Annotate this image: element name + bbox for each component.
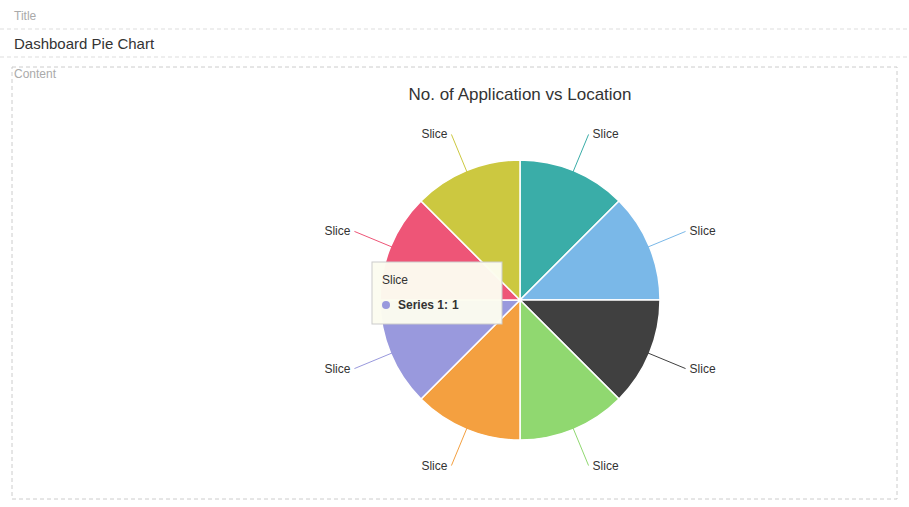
label-connector (354, 351, 397, 369)
chart-title: No. of Application vs Location (408, 85, 631, 104)
label-connector (451, 134, 469, 177)
tooltip-series: Series 1: (398, 298, 448, 312)
section-label: Title (14, 9, 37, 23)
slice-label: Slice (324, 224, 350, 238)
tooltip-value: 1 (452, 298, 459, 312)
tooltip-marker (382, 301, 390, 309)
section-label: Content (14, 67, 57, 81)
tooltip-label: Slice (382, 273, 408, 287)
tooltip-value-line: Series 1: 1 (398, 298, 459, 312)
label-connector (571, 423, 589, 466)
tooltip-box (372, 262, 502, 324)
slice-label: Slice (593, 459, 619, 473)
chart-root: Title Dashboard Pie Chart Content No. of Ap… (0, 0, 909, 507)
content-frame (12, 67, 897, 499)
pie-slice (520, 201, 660, 300)
slice-label: Slice (690, 362, 716, 376)
slices (380, 160, 660, 440)
pie-slice (520, 300, 619, 440)
label-connector (354, 231, 397, 249)
tooltip: Slice Series 1: 1 (372, 262, 502, 324)
separator (0, 29, 909, 30)
slice-labels: Slice Slice Slice Slice Slice Slice Slice Slice (324, 127, 715, 472)
slice-label: Slice (690, 224, 716, 238)
label-connector (571, 134, 589, 177)
label-connector (451, 423, 469, 466)
label-connector (643, 231, 686, 249)
label-connector (643, 351, 686, 369)
page-title: Dashboard Pie Chart (14, 35, 155, 52)
slice-label: Slice (593, 127, 619, 141)
slice-label: Slice (421, 459, 447, 473)
separator (0, 57, 909, 58)
slice-label: Slice (421, 127, 447, 141)
slice-label: Slice (324, 362, 350, 376)
